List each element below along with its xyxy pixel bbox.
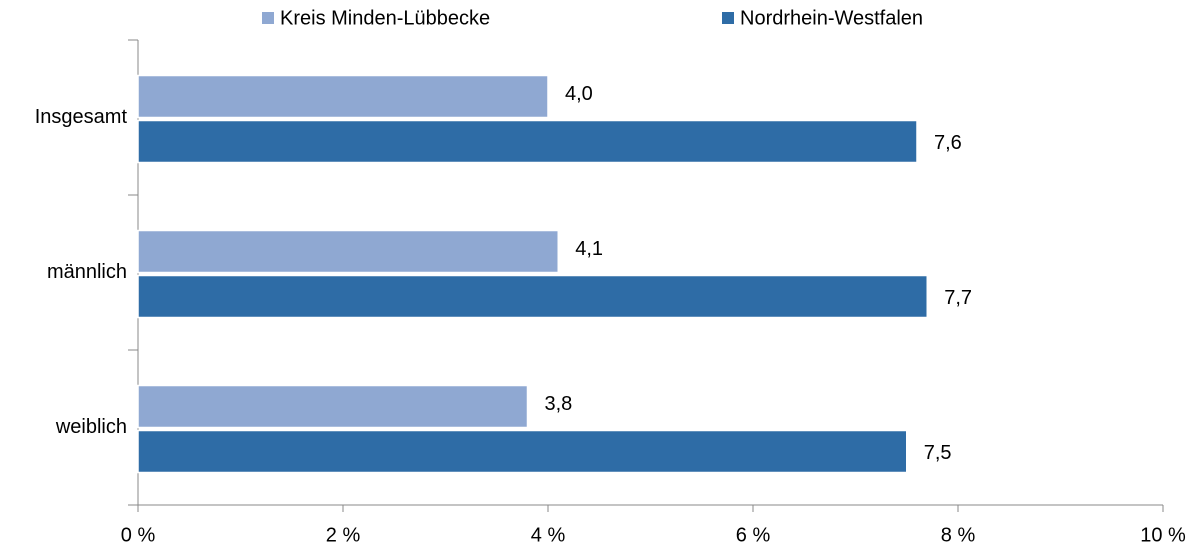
legend-swatch	[722, 12, 734, 24]
legend-label: Nordrhein-Westfalen	[740, 7, 923, 29]
bar	[137, 384, 529, 429]
x-tick-label: 4 %	[531, 524, 566, 546]
y-tick-label: männlich	[47, 261, 127, 283]
x-tick-label: 6 %	[736, 524, 771, 546]
bar	[137, 429, 908, 474]
value-label: 4,1	[575, 238, 603, 260]
value-label: 7,6	[934, 132, 962, 154]
bar	[137, 229, 559, 274]
bar	[137, 74, 549, 119]
y-tick-label: weiblich	[55, 416, 127, 438]
x-tick-label: 2 %	[326, 524, 361, 546]
value-label: 4,0	[565, 83, 593, 105]
bar	[137, 274, 928, 319]
value-label: 3,8	[545, 393, 573, 415]
bar	[137, 119, 918, 164]
legend-swatch	[262, 12, 274, 24]
value-label: 7,5	[924, 442, 952, 464]
legend-label: Kreis Minden-Lübbecke	[280, 7, 490, 29]
x-tick-label: 10 %	[1140, 524, 1186, 546]
y-tick-label: Insgesamt	[35, 106, 128, 128]
x-tick-label: 0 %	[121, 524, 156, 546]
value-label: 7,7	[944, 287, 972, 309]
x-tick-label: 8 %	[941, 524, 976, 546]
